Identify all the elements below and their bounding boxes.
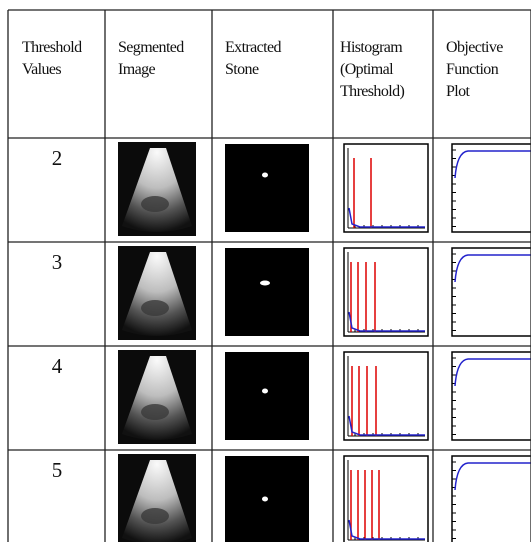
obj-frame xyxy=(452,456,531,542)
segmented-image xyxy=(118,454,196,542)
header-text: Function xyxy=(446,61,499,78)
header-text: Objective xyxy=(446,39,503,56)
header-text: Histogram xyxy=(340,39,403,56)
stone xyxy=(260,281,270,286)
obj-frame xyxy=(452,144,531,232)
segmented-image xyxy=(118,246,196,340)
stone-bg xyxy=(225,352,309,440)
histogram xyxy=(344,456,428,542)
hist-frame xyxy=(344,352,428,440)
obj-frame xyxy=(452,352,531,440)
stone-bg xyxy=(225,144,309,232)
hist-frame xyxy=(344,248,428,336)
header-text: Image xyxy=(118,61,155,78)
histogram xyxy=(344,144,428,232)
objective-plot xyxy=(452,144,531,232)
threshold-value: 2 xyxy=(52,146,63,170)
header-text: Values xyxy=(22,61,61,78)
obj-frame xyxy=(452,248,531,336)
stone xyxy=(262,173,268,178)
threshold-value: 3 xyxy=(52,250,63,274)
objective-plot xyxy=(452,248,531,336)
stone xyxy=(262,389,268,394)
header-text: Threshold xyxy=(22,39,82,56)
hist-frame xyxy=(344,456,428,542)
threshold-value: 4 xyxy=(52,354,63,378)
threshold-value: 5 xyxy=(52,458,63,482)
results-table: Threshold Values Segmented Image Extracted St… xyxy=(0,0,531,542)
header-text: Segmented xyxy=(118,39,184,56)
organ xyxy=(141,300,169,316)
stone-bg xyxy=(225,248,309,336)
organ xyxy=(141,508,169,524)
hist-frame xyxy=(344,144,428,232)
segmented-image xyxy=(118,350,196,444)
header-text: Threshold) xyxy=(340,83,404,100)
segmented-image xyxy=(118,142,196,236)
header-text: (Optimal xyxy=(340,61,394,78)
header-text: Stone xyxy=(225,61,259,78)
objective-plot xyxy=(452,352,531,440)
histogram xyxy=(344,248,428,336)
histogram xyxy=(344,352,428,440)
header-text: Plot xyxy=(446,83,471,100)
header-text: Extracted xyxy=(225,39,281,56)
objective-plot xyxy=(452,456,531,542)
organ xyxy=(141,404,169,420)
organ xyxy=(141,196,169,212)
stone xyxy=(262,497,268,502)
